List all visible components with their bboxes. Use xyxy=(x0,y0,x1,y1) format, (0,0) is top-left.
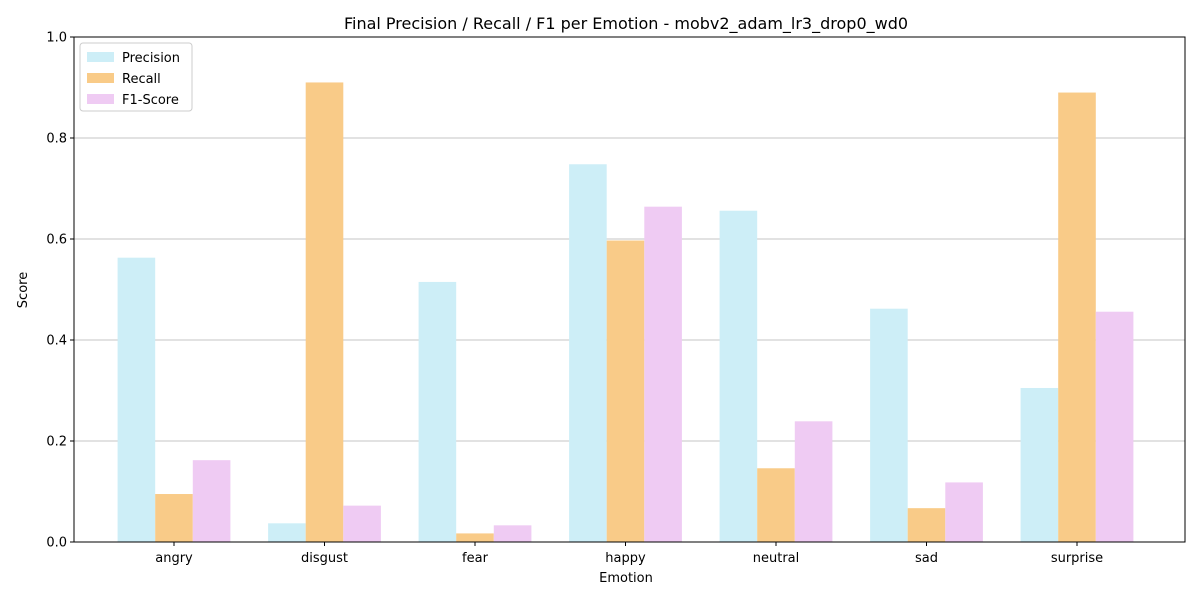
bar-f1-score-sad xyxy=(945,482,983,542)
chart-title: Final Precision / Recall / F1 per Emotio… xyxy=(344,14,908,34)
bar-precision-fear xyxy=(418,281,457,542)
y-tick-label: 0.4 xyxy=(46,334,67,349)
bar-f1-score-angry xyxy=(192,460,231,542)
x-tick-label: surprise xyxy=(1051,551,1103,566)
bar-recall-angry xyxy=(155,494,193,542)
bar-f1-score-fear xyxy=(493,525,532,542)
y-axis: 0.0 0.2 0.4 0.6 0.8 1.0 xyxy=(46,31,74,551)
plot-frame xyxy=(73,36,1186,543)
legend-swatch xyxy=(87,52,114,62)
legend-label: F1-Score xyxy=(122,93,179,108)
bar-precision-sad xyxy=(870,308,908,542)
y-axis-label: Score xyxy=(16,272,31,308)
bar-precision-disgust xyxy=(268,523,306,542)
x-tick-label: angry xyxy=(155,551,193,566)
x-tick-label: disgust xyxy=(301,551,348,566)
x-tick-label: happy xyxy=(605,551,646,566)
x-tick-label: neutral xyxy=(753,551,800,566)
bar-precision-neutral xyxy=(719,210,758,542)
bar-recall-fear xyxy=(456,533,494,542)
y-tick-label: 0.2 xyxy=(46,435,67,450)
legend: Precision Recall F1-Score xyxy=(79,42,193,112)
y-tick-label: 0.6 xyxy=(46,233,67,248)
bar-recall-surprise xyxy=(1058,92,1096,543)
x-axis-label: Emotion xyxy=(599,571,653,586)
x-tick-label: sad xyxy=(915,551,938,566)
bar-recall-disgust xyxy=(305,82,344,542)
legend-label: Precision xyxy=(122,51,180,66)
x-tick-label: fear xyxy=(462,551,489,566)
bar-f1-score-happy xyxy=(644,206,682,542)
bar-f1-score-disgust xyxy=(343,505,381,542)
y-tick-label: 0.8 xyxy=(46,132,67,147)
y-tick-label: 0.0 xyxy=(46,536,67,551)
x-axis: angry disgust fear happy neutral sad surprise xyxy=(155,542,1103,566)
y-tick-label: 1.0 xyxy=(46,31,67,46)
bar-precision-angry xyxy=(117,257,156,542)
bar-precision-surprise xyxy=(1020,387,1059,542)
bar-f1-score-neutral xyxy=(794,421,833,542)
bar-recall-happy xyxy=(606,240,645,542)
bar-precision-happy xyxy=(569,164,607,542)
legend-swatch xyxy=(87,94,114,104)
bar-recall-sad xyxy=(907,508,946,542)
bar-recall-neutral xyxy=(757,468,795,542)
bar-f1-score-surprise xyxy=(1095,311,1134,542)
bars xyxy=(117,82,1134,543)
legend-label: Recall xyxy=(122,72,161,87)
legend-swatch xyxy=(87,73,114,83)
